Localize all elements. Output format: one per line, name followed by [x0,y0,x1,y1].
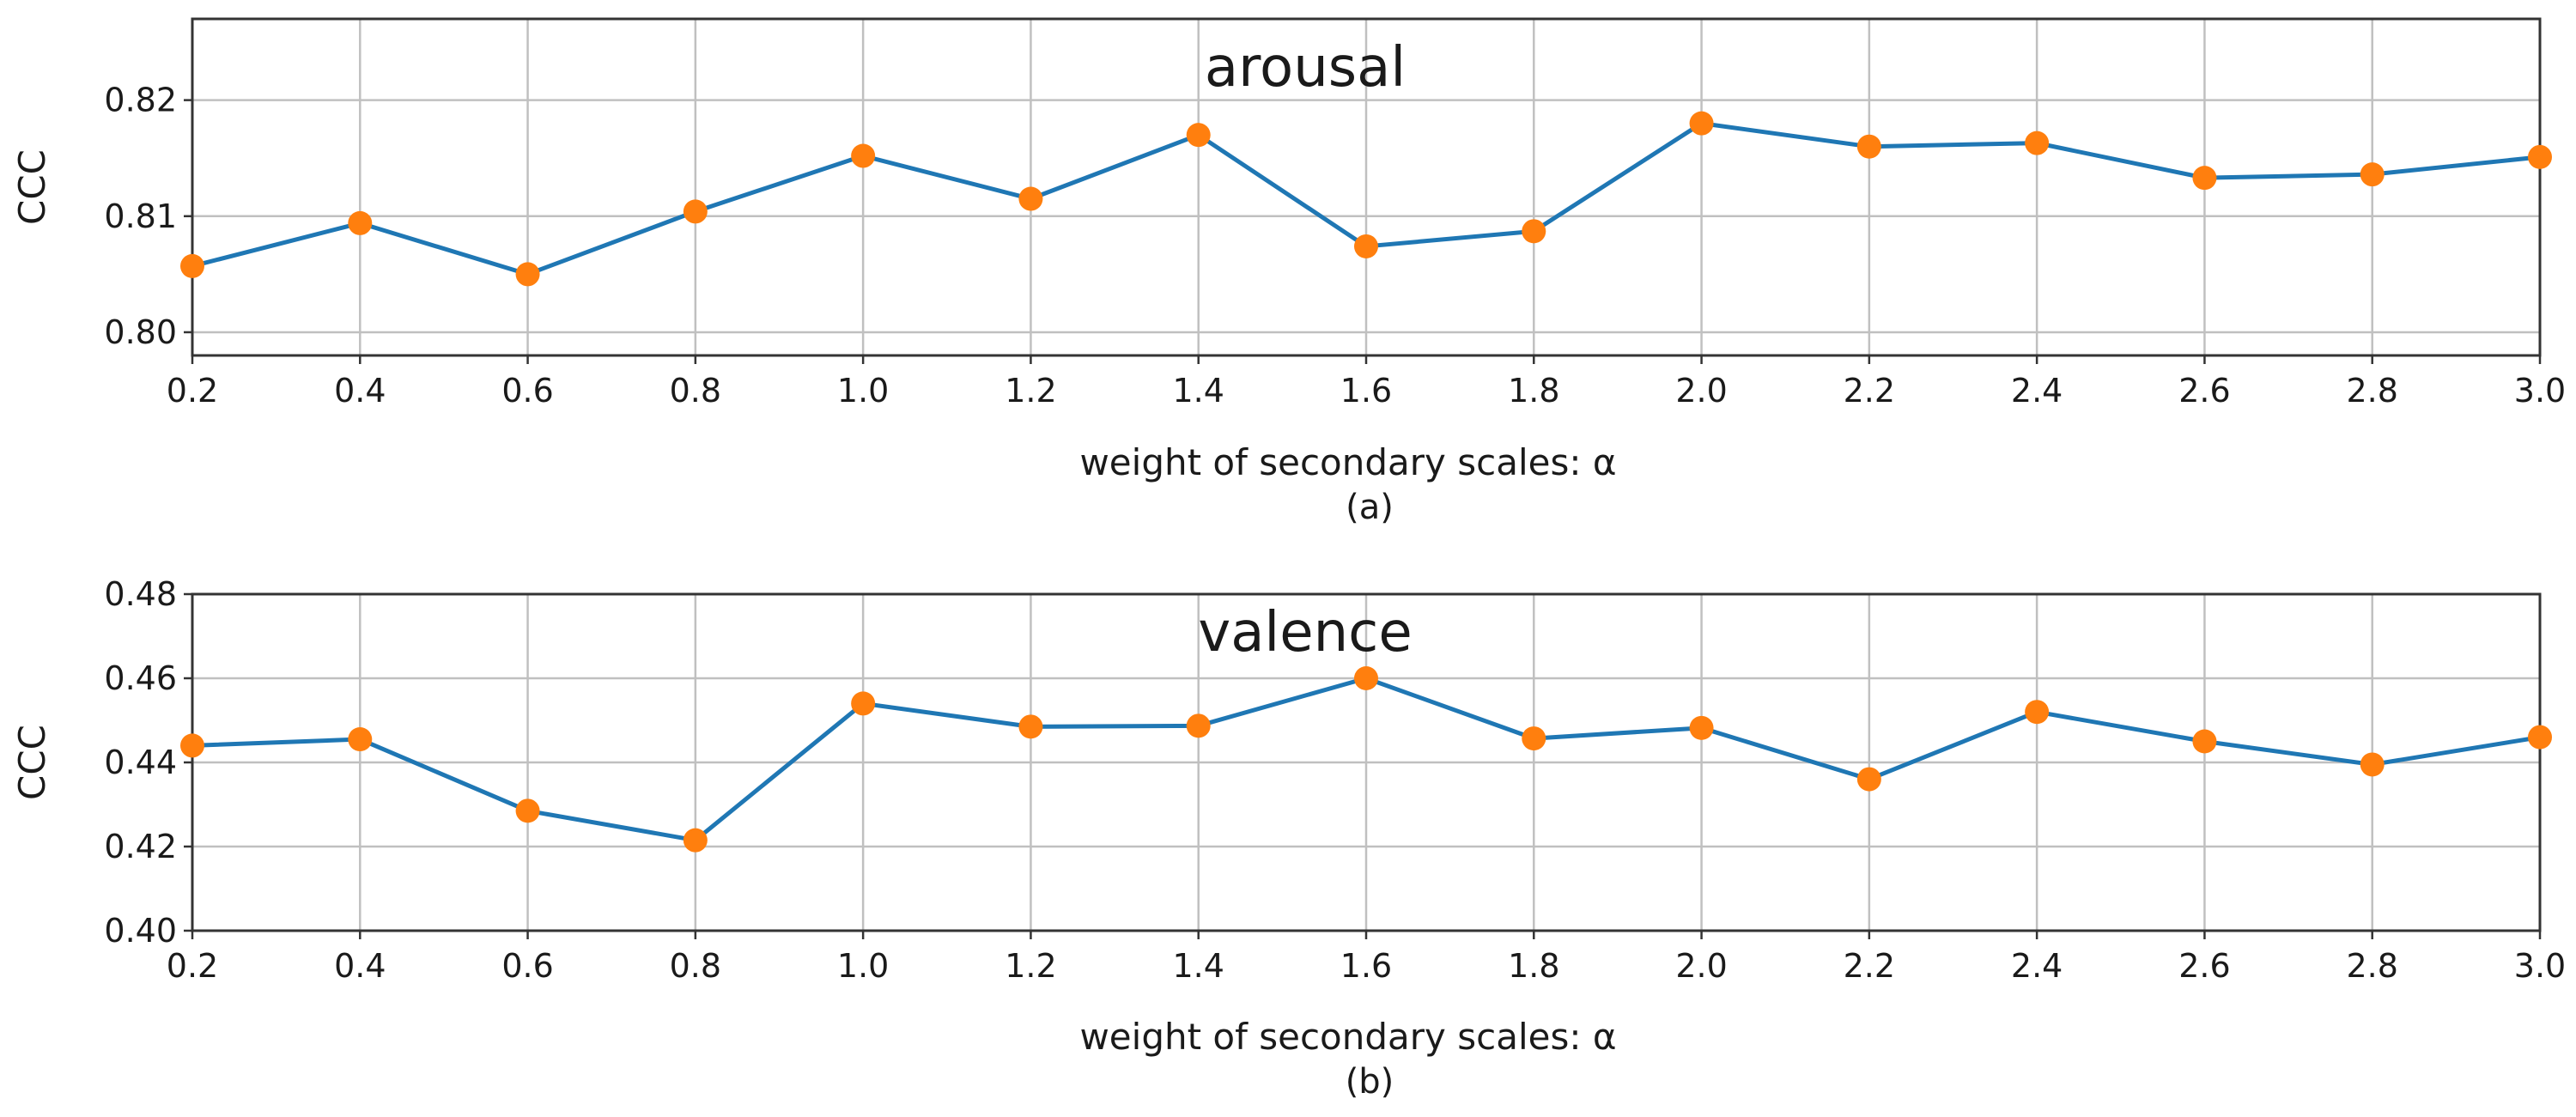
arousal-x-tick-label: 1.4 [1172,372,1224,410]
arousal-x-axis-label: weight of secondary scales: α [1079,441,1616,483]
valence-x-tick-label: 2.2 [1844,947,1895,985]
valence-data-point [2528,725,2552,750]
valence-data-point [348,727,373,752]
arousal-data-point [1186,123,1211,148]
arousal-x-tick-label: 0.2 [167,372,218,410]
valence-x-axis-label: weight of secondary scales: α [1079,1016,1616,1058]
arousal-data-point [1856,134,1881,159]
valence-data-point [1522,726,1546,751]
valence-y-tick-label: 0.48 [104,575,177,613]
valence-x-tick-label: 0.4 [334,947,386,985]
arousal-data-point [1522,219,1546,244]
arousal-y-tick-label: 0.80 [104,313,177,351]
valence-x-tick-label: 0.8 [670,947,721,985]
valence-x-tick-label: 2.0 [1675,947,1727,985]
valence-x-tick-label: 1.4 [1172,947,1224,985]
valence-x-tick-label: 0.6 [501,947,553,985]
valence-x-tick-label: 1.6 [1340,947,1392,985]
arousal-y-tick-label: 0.82 [104,82,177,119]
valence-x-tick-label: 3.0 [2514,947,2566,985]
valence-chart: 0.40 0.42 0.44 0.46 0.48 0.2 0.4 0.6 0.8 1.0 1.2 1… [11,575,2566,1102]
arousal-x-tick-label: 2.8 [2346,372,2397,410]
valence-x-tick-label: 0.2 [167,947,218,985]
arousal-data-point [851,143,876,168]
valence-x-tick-label: 2.6 [2178,947,2230,985]
arousal-data-point [1354,234,1378,258]
arousal-data-point [2192,166,2217,191]
arousal-x-tick-label: 3.0 [2514,372,2566,410]
valence-data-point [851,691,876,716]
valence-data-point [1856,767,1881,792]
arousal-data-point [348,210,373,235]
arousal-x-tick-label: 1.2 [1005,372,1056,410]
arousal-series [180,111,2552,287]
arousal-chart-title: arousal [1205,36,1406,100]
arousal-data-point [1689,111,1714,136]
valence-data-point [1354,666,1378,690]
arousal-data-point [2528,144,2552,169]
valence-x-tick-label: 1.8 [1508,947,1559,985]
arousal-data-point [2360,162,2385,187]
arousal-y-axis-label: CCC [11,149,53,225]
arousal-x-tick-label: 1.0 [837,372,889,410]
arousal-x-tick-label: 0.6 [501,372,553,410]
valence-series [180,666,2552,853]
valence-y-tick-label: 0.40 [104,912,177,950]
arousal-y-ticks: 0.80 0.81 0.82 [104,82,192,351]
valence-x-tick-label: 1.2 [1005,947,1056,985]
valence-x-tick-label: 2.4 [2011,947,2063,985]
valence-y-axis-label: CCC [11,725,53,800]
valence-data-point [2192,729,2217,754]
arousal-caption: (a) [1346,488,1394,527]
arousal-data-point [683,199,708,224]
valence-data-point [1689,715,1714,740]
valence-y-tick-label: 0.44 [104,744,177,781]
arousal-x-tick-label: 0.8 [670,372,721,410]
arousal-x-tick-label: 1.8 [1508,372,1559,410]
valence-data-point [1018,714,1043,739]
arousal-data-point [515,262,540,287]
arousal-chart: 0.80 0.81 0.82 0.2 0.4 0.6 0.8 1.0 1.2 1.4 1.6 1.8… [11,17,2566,527]
valence-x-tick-label: 2.8 [2346,947,2397,985]
arousal-data-point [2025,131,2050,155]
valence-data-point [2360,752,2385,777]
arousal-x-tick-label: 2.6 [2178,372,2230,410]
valence-data-point [515,798,540,823]
valence-data-point [1186,713,1211,738]
arousal-x-tick-label: 1.6 [1340,372,1392,410]
valence-x-tick-label: 1.0 [837,947,889,985]
valence-y-ticks: 0.40 0.42 0.44 0.46 0.48 [104,575,192,950]
valence-x-ticks: 0.2 0.4 0.6 0.8 1.0 1.2 1.4 1.6 1.8 2.0 2.2 2.4 2.6 2… [167,931,2566,985]
valence-data-point [180,733,204,758]
arousal-x-tick-label: 2.2 [1844,372,1895,410]
arousal-x-tick-label: 0.4 [334,372,386,410]
arousal-y-tick-label: 0.81 [104,197,177,235]
valence-data-point [2025,700,2050,725]
arousal-x-ticks: 0.2 0.4 0.6 0.8 1.0 1.2 1.4 1.6 1.8 2.0 2.2 2.4 2.6 2… [167,355,2566,410]
valence-y-tick-label: 0.42 [104,828,177,865]
arousal-x-tick-label: 2.0 [1675,372,1727,410]
valence-y-tick-label: 0.46 [104,659,177,697]
valence-chart-title: valence [1198,601,1412,665]
valence-data-point [683,828,708,853]
arousal-data-point [180,253,204,278]
arousal-x-tick-label: 2.4 [2011,372,2063,410]
valence-caption: (b) [1346,1062,1394,1102]
arousal-data-point [1018,186,1043,211]
